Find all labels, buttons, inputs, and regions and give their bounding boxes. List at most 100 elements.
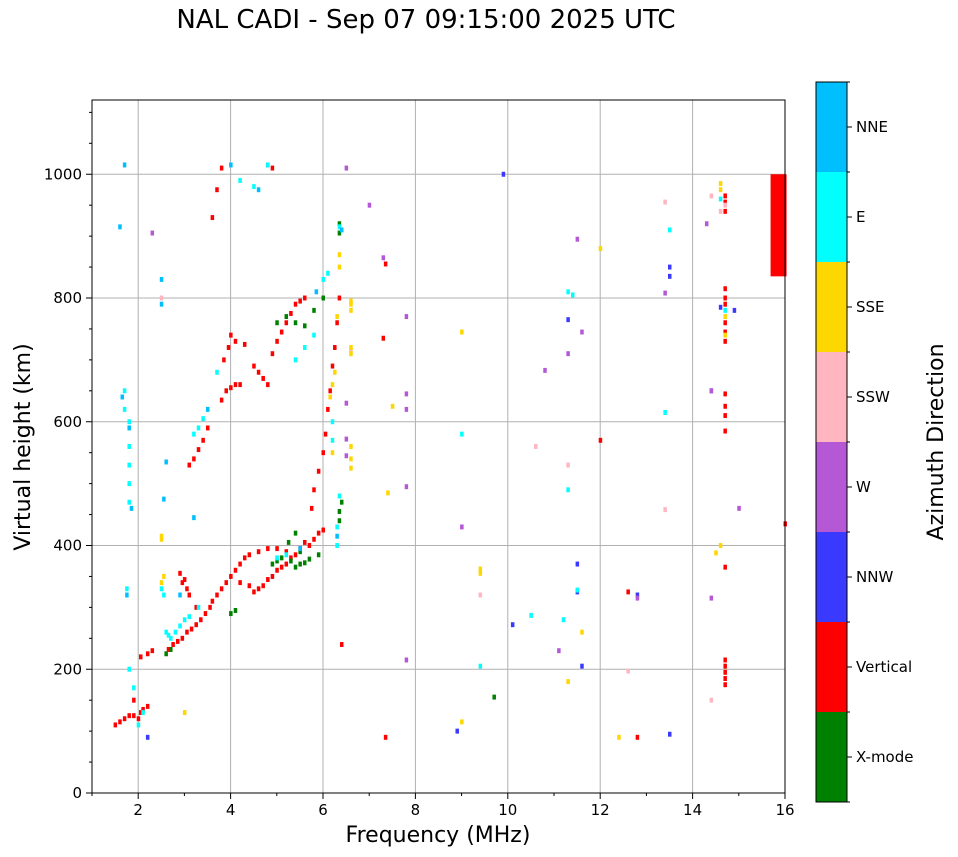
data-point (293, 301, 298, 307)
data-point (159, 536, 164, 542)
data-point (293, 530, 298, 536)
data-point (723, 682, 727, 688)
data-point (284, 549, 289, 555)
data-point (501, 171, 506, 177)
data-point (349, 348, 353, 354)
data-point (404, 391, 409, 397)
data-point (122, 406, 127, 412)
data-point (164, 459, 168, 465)
data-point (145, 651, 150, 657)
data-point (201, 437, 205, 443)
data-point (335, 314, 339, 320)
data-point (136, 716, 141, 722)
data-point (460, 431, 464, 437)
data-point (709, 193, 714, 199)
colorbar-border (815, 81, 848, 803)
data-point (307, 556, 312, 562)
data-point (125, 592, 129, 598)
data-point (561, 617, 566, 623)
data-point (256, 586, 261, 592)
colorbar-label: Azimuth Direction (924, 343, 949, 540)
data-point (233, 382, 238, 388)
data-point (219, 397, 224, 403)
data-point (709, 388, 714, 394)
data-point (723, 564, 727, 570)
data-point (714, 550, 718, 556)
colorbar-segment (816, 262, 847, 352)
data-point (723, 307, 727, 313)
data-point (164, 629, 168, 635)
data-point (404, 657, 409, 663)
data-point (330, 363, 335, 369)
data-point (390, 403, 395, 409)
data-point (349, 351, 353, 357)
data-point (349, 444, 353, 449)
x-tick-label: 10 (498, 801, 517, 819)
data-point (723, 320, 727, 326)
data-point (196, 447, 201, 453)
data-point (663, 507, 667, 513)
data-point (298, 549, 302, 555)
data-point (252, 184, 256, 190)
data-point (337, 264, 342, 270)
data-point (284, 561, 289, 567)
colorbar-segment (816, 82, 847, 172)
data-point (335, 543, 339, 548)
data-point (718, 304, 723, 310)
data-point (303, 539, 307, 545)
data-point (136, 722, 141, 728)
plot-border (91, 99, 786, 794)
data-point (575, 236, 580, 242)
data-point (122, 716, 127, 722)
data-point (335, 524, 339, 530)
data-point (312, 332, 316, 338)
data-point (580, 629, 584, 635)
plot-frame (92, 100, 785, 793)
y-tick-label: 1000 (44, 165, 82, 183)
colorbar-tick-label: SSE (856, 298, 885, 316)
data-point (723, 202, 727, 208)
data-point (333, 369, 337, 375)
data-point (344, 400, 349, 406)
y-axis-label: Virtual height (km) (11, 343, 36, 550)
data-point (330, 382, 335, 388)
data-point (718, 187, 723, 193)
data-point (210, 598, 215, 604)
data-point (242, 341, 247, 347)
data-point (275, 567, 279, 573)
data-point (187, 592, 192, 598)
data-point (723, 428, 727, 434)
data-point (261, 375, 265, 381)
x-tick-label: 4 (226, 801, 236, 819)
data-point (580, 329, 584, 335)
data-point (367, 202, 372, 208)
data-point (326, 406, 330, 412)
data-point (321, 276, 325, 282)
data-point (314, 289, 319, 295)
data-point (335, 533, 339, 539)
data-point (349, 301, 353, 307)
y-tick-label: 800 (53, 289, 82, 307)
data-point (478, 663, 483, 669)
data-point (330, 419, 335, 425)
chart-title: NAL CADI - Sep 07 09:15:00 2025 UTC (176, 5, 676, 35)
data-point (598, 246, 603, 251)
data-point (229, 332, 233, 338)
colorbar-segment (816, 712, 847, 802)
data-point (337, 230, 342, 236)
data-point (215, 369, 219, 375)
data-point (723, 403, 727, 409)
data-point (617, 734, 621, 740)
data-point (178, 623, 182, 629)
data-point (252, 363, 256, 369)
data-point (194, 604, 198, 610)
x-axis-ticks: 2 4 6 8 10 12 14 16 (91, 793, 795, 819)
data-point (187, 462, 192, 468)
data-point (159, 276, 164, 282)
data-point (323, 431, 328, 437)
data-point (404, 314, 409, 320)
data-point (492, 694, 496, 700)
data-point (543, 367, 547, 373)
